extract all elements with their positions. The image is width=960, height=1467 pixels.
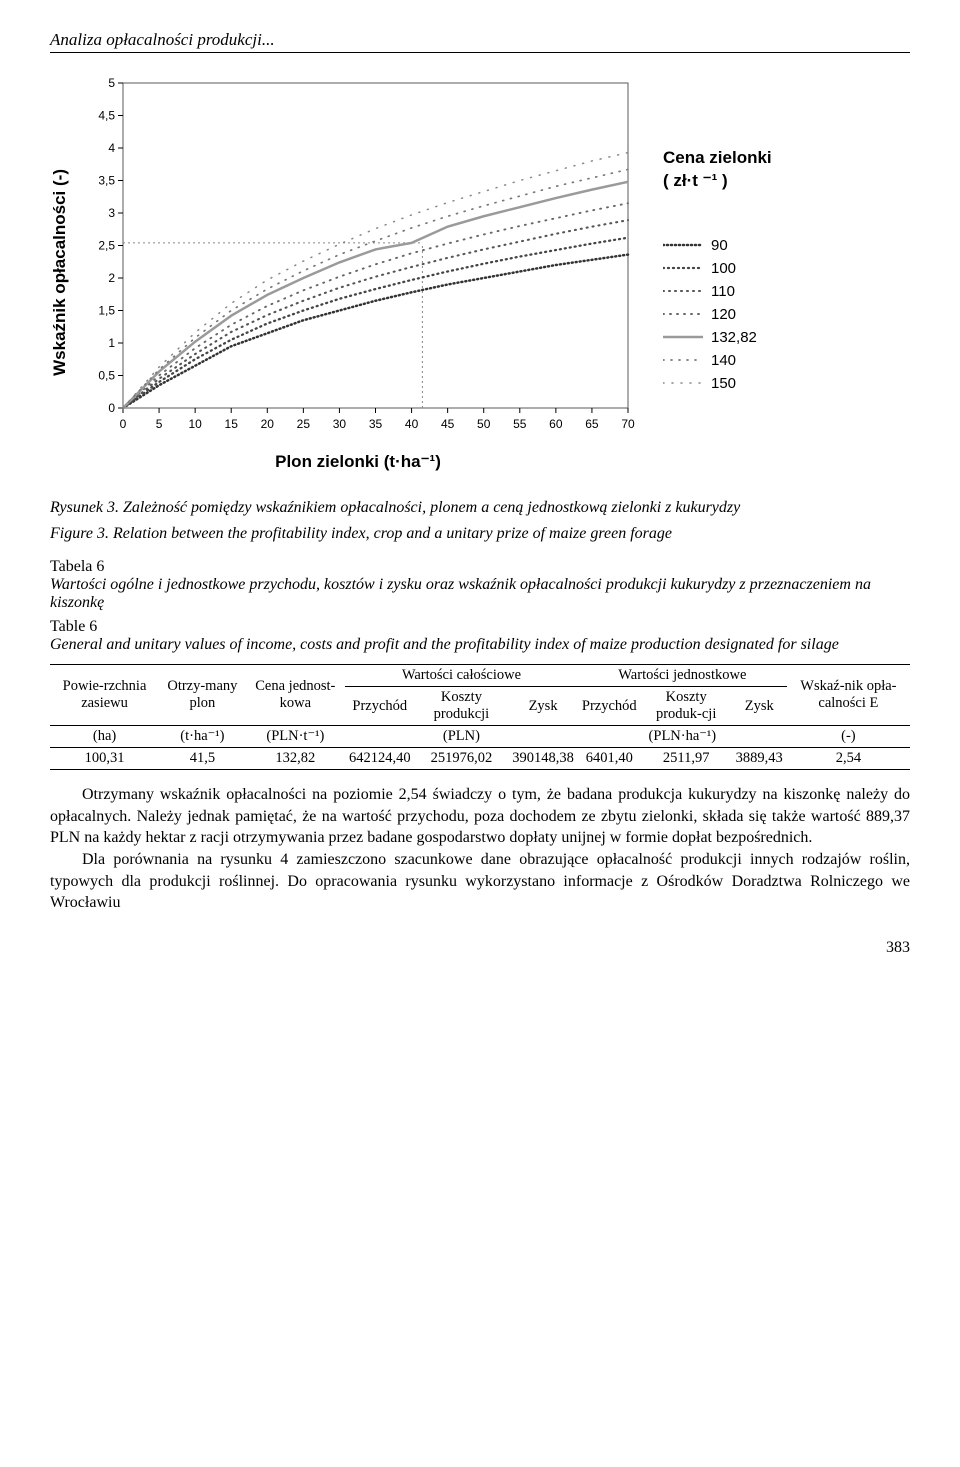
legend-label: 120 [711,306,736,323]
svg-text:4: 4 [108,141,115,155]
figure-caption-pl: Rysunek 3. Zależność pomiędzy wskaźnikie… [50,497,910,519]
legend-item: 150 [663,375,772,392]
svg-text:3,5: 3,5 [98,174,115,188]
unit-index: (-) [787,726,910,748]
cell: 251976,02 [415,748,509,770]
paragraph: Otrzymany wskaźnik opłacalności na pozio… [50,784,910,849]
legend-label: 132,82 [711,329,757,346]
unit-price: (PLN·t⁻¹) [246,726,345,748]
cell: 390148,38 [508,748,578,770]
svg-text:55: 55 [513,417,527,431]
svg-text:1,5: 1,5 [98,304,115,318]
chart-legend: Cena zielonki( zł·t ⁻¹ ) 90 100 110 120 132,… [663,147,772,397]
cell: 100,31 [50,748,159,770]
unit-yield: (t·ha⁻¹) [159,726,246,748]
col-profit: Zysk [508,687,578,726]
svg-text:1: 1 [108,336,115,350]
svg-text:20: 20 [261,417,275,431]
svg-text:0: 0 [108,401,115,415]
x-axis-label: Plon zielonki (t·ha⁻¹) [275,452,441,472]
table-caption-en: Table 6 General and unitary values of in… [50,618,910,654]
svg-text:40: 40 [405,417,419,431]
table-row: 100,31 41,5 132,82 642124,40 251976,02 3… [50,748,910,770]
svg-text:25: 25 [297,417,311,431]
col-index: Wskaź-nik opła-calności E [787,665,910,726]
unit-total: (PLN) [345,726,578,748]
legend-item: 90 [663,237,772,254]
cell: 6401,40 [578,748,641,770]
cell: 642124,40 [345,748,415,770]
body-text: Otrzymany wskaźnik opłacalności na pozio… [50,784,910,914]
svg-text:0,5: 0,5 [98,369,115,383]
legend-item: 132,82 [663,329,772,346]
col-income-u: Przychód [578,687,641,726]
table-number-en: Table 6 [50,618,97,635]
col-yield: Otrzy-many plon [159,665,246,726]
legend-title: Cena zielonki( zł·t ⁻¹ ) [663,147,772,191]
chart-svg: 051015202530354045505560657000,511,522,5… [78,73,638,443]
data-table: Powie-rzchnia zasiewu Otrzy-many plon Ce… [50,664,910,770]
page-header: Analiza opłacalności produkcji... [50,30,910,53]
legend-label: 140 [711,352,736,369]
page-number: 383 [50,939,910,957]
legend-item: 100 [663,260,772,277]
svg-text:70: 70 [621,417,635,431]
col-group-total: Wartości całościowe [345,665,578,687]
svg-text:60: 60 [549,417,563,431]
legend-item: 120 [663,306,772,323]
col-group-unit: Wartości jednostkowe [578,665,787,687]
legend-label: 150 [711,375,736,392]
cell: 41,5 [159,748,246,770]
col-income: Przychód [345,687,415,726]
svg-text:2,5: 2,5 [98,239,115,253]
y-axis-label: Wskaźnik opłacalności (-) [50,169,70,376]
table-title-pl: Wartości ogólne i jednostkowe przychodu,… [50,576,871,611]
table-caption-pl: Tabela 6 Wartości ogólne i jednostkowe p… [50,558,910,612]
svg-text:15: 15 [225,417,239,431]
svg-text:65: 65 [585,417,599,431]
svg-text:30: 30 [333,417,347,431]
legend-label: 90 [711,237,728,254]
col-area: Powie-rzchnia zasiewu [50,665,159,726]
table-title-en: General and unitary values of income, co… [50,636,839,653]
unit-unit: (PLN·ha⁻¹) [578,726,787,748]
cell: 132,82 [246,748,345,770]
paragraph: Dla porównania na rysunku 4 zamieszczono… [50,849,910,914]
cell: 2511,97 [641,748,732,770]
col-price: Cena jednost-kowa [246,665,345,726]
table-number-pl: Tabela 6 [50,558,104,575]
cell: 2,54 [787,748,910,770]
col-profit-u: Zysk [732,687,787,726]
svg-text:45: 45 [441,417,455,431]
svg-text:10: 10 [188,417,202,431]
figure-caption-en: Figure 3. Relation between the profitabi… [50,523,910,545]
profitability-chart: Wskaźnik opłacalności (-) 05101520253035… [50,73,910,472]
svg-text:5: 5 [108,76,115,90]
legend-item: 110 [663,283,772,300]
legend-item: 140 [663,352,772,369]
col-costs: Koszty produkcji [415,687,509,726]
legend-label: 100 [711,260,736,277]
legend-label: 110 [711,283,735,300]
svg-text:2: 2 [108,271,115,285]
col-costs-u: Koszty produk-cji [641,687,732,726]
svg-text:5: 5 [156,417,163,431]
svg-text:35: 35 [369,417,383,431]
svg-text:0: 0 [120,417,127,431]
svg-text:50: 50 [477,417,491,431]
cell: 3889,43 [732,748,787,770]
svg-text:4,5: 4,5 [98,109,115,123]
unit-area: (ha) [50,726,159,748]
svg-text:3: 3 [108,206,115,220]
